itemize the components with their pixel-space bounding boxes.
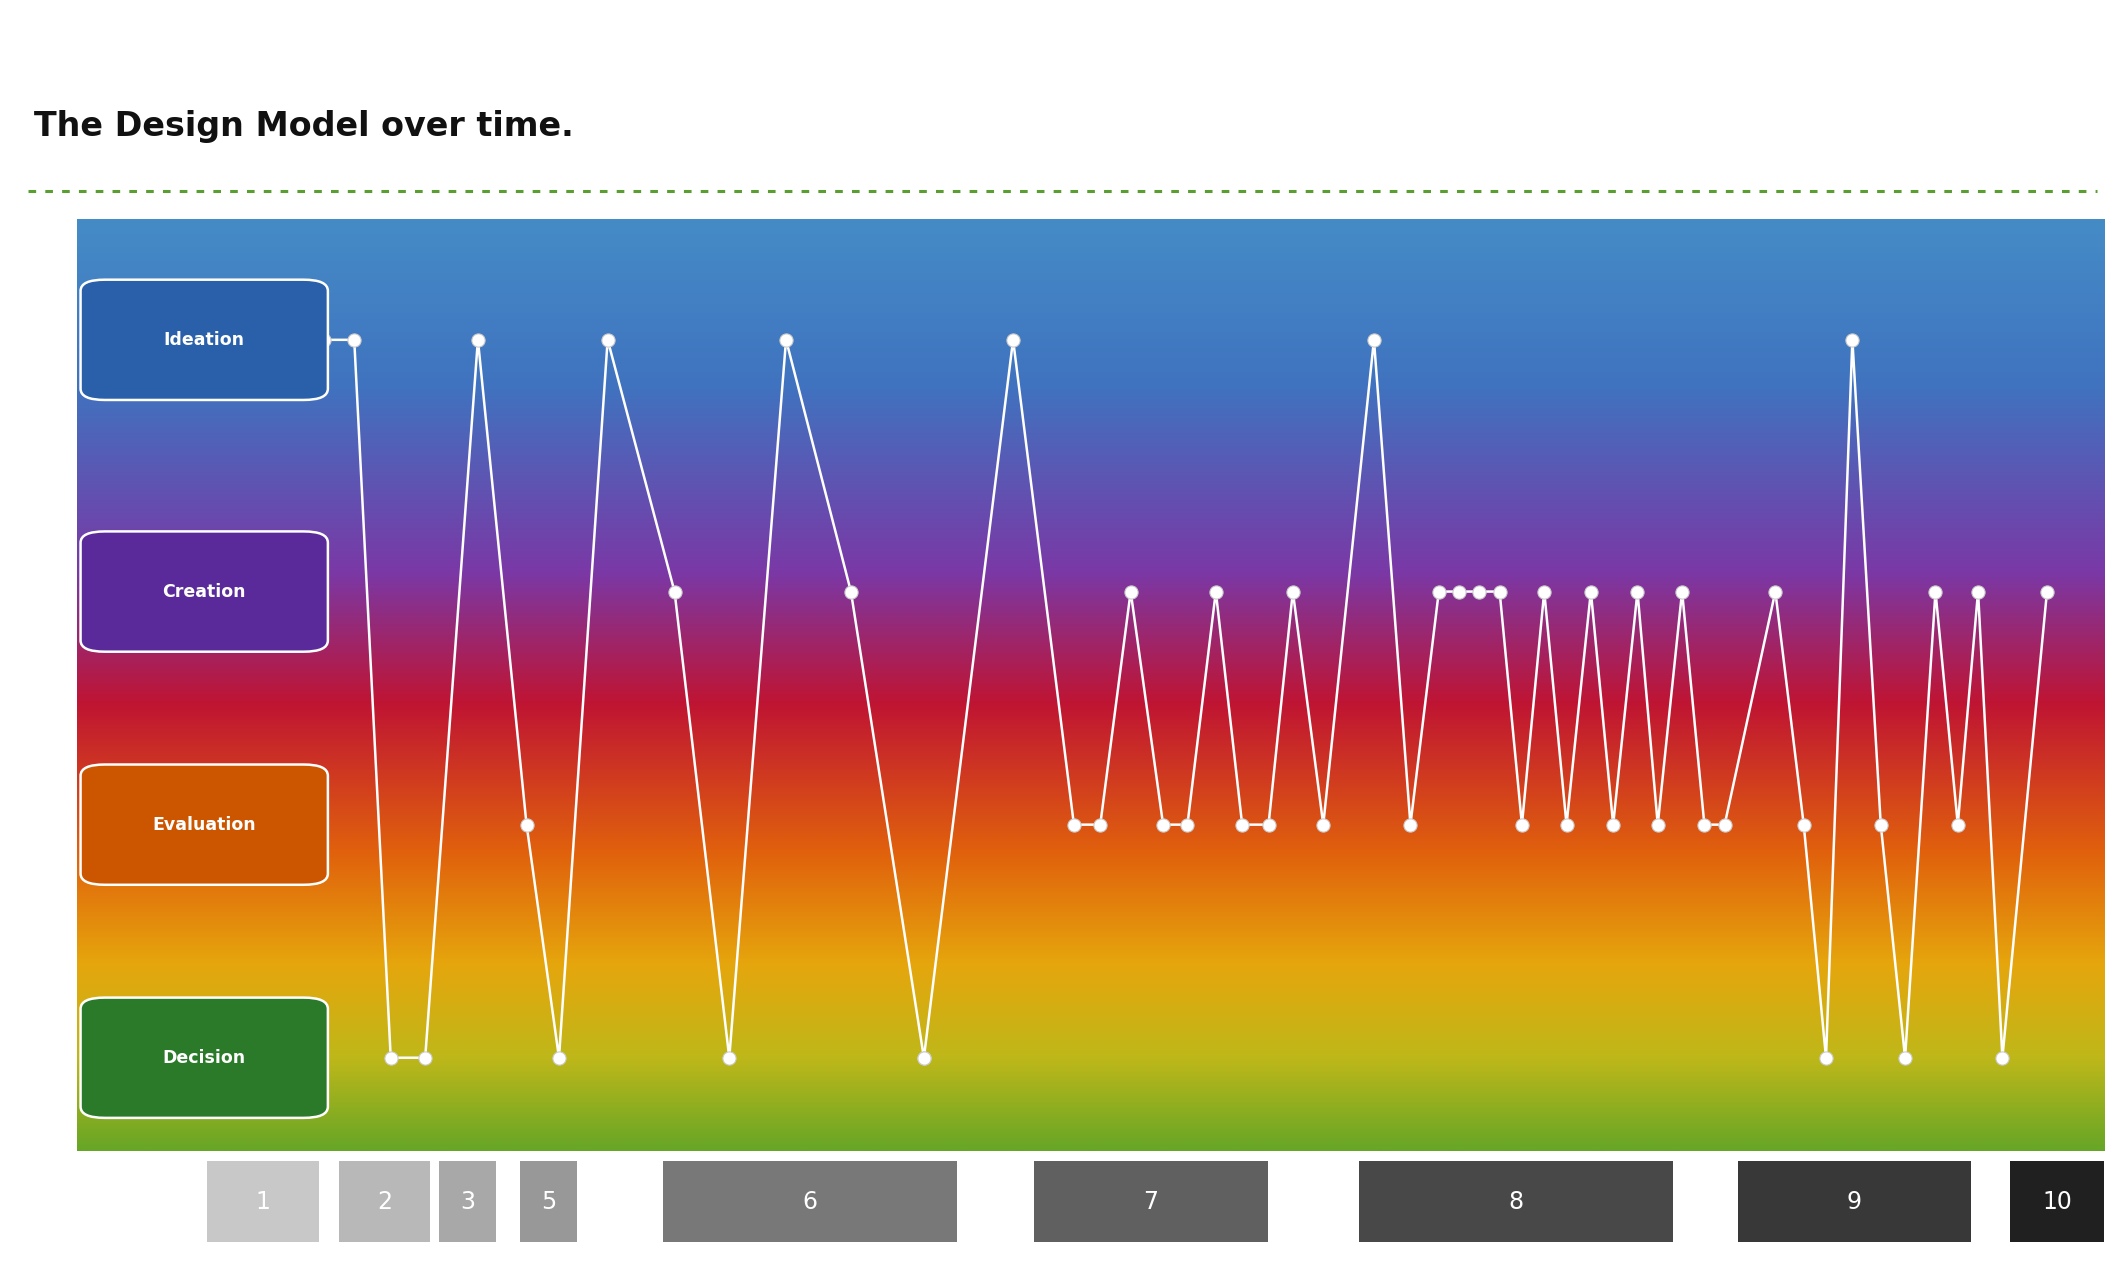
Text: Evaluation: Evaluation: [153, 815, 255, 833]
Point: [591, 329, 625, 350]
Bar: [340, 1161, 429, 1242]
Text: The Design Model over time.: The Design Model over time.: [34, 109, 574, 143]
Point: [1358, 329, 1392, 350]
FancyBboxPatch shape: [81, 279, 327, 400]
Point: [712, 1047, 746, 1067]
Text: Creation: Creation: [162, 583, 246, 601]
Point: [1145, 814, 1179, 835]
Point: [1226, 814, 1260, 835]
Text: 8: 8: [1509, 1190, 1524, 1214]
Point: [246, 329, 280, 350]
Point: [1757, 581, 1791, 602]
Point: [276, 329, 310, 350]
Point: [1708, 814, 1742, 835]
Text: FIGURE 3: FIGURE 3: [34, 39, 164, 63]
Point: [1275, 581, 1309, 602]
Point: [1985, 1047, 2019, 1067]
Point: [907, 1047, 941, 1067]
Bar: [521, 1161, 578, 1242]
Text: 1: 1: [255, 1190, 270, 1214]
FancyBboxPatch shape: [81, 764, 327, 885]
Point: [1483, 581, 1517, 602]
Bar: [2010, 1161, 2104, 1242]
Point: [657, 581, 691, 602]
FancyBboxPatch shape: [81, 531, 327, 652]
Point: [1687, 814, 1721, 835]
Point: [1056, 814, 1090, 835]
Point: [1171, 814, 1205, 835]
Text: 5: 5: [542, 1190, 557, 1214]
Point: [769, 329, 803, 350]
Point: [374, 1047, 408, 1067]
Text: 6: 6: [803, 1190, 818, 1214]
Point: [1575, 581, 1609, 602]
Text: Ideation: Ideation: [164, 331, 244, 349]
Point: [1528, 581, 1562, 602]
Point: [833, 581, 867, 602]
Point: [907, 1047, 941, 1067]
Point: [1836, 329, 1870, 350]
Point: [1252, 814, 1286, 835]
Point: [1198, 581, 1232, 602]
Point: [461, 329, 495, 350]
Point: [542, 1047, 576, 1067]
Point: [1422, 581, 1456, 602]
Point: [1443, 581, 1477, 602]
Point: [997, 329, 1031, 350]
Bar: [1035, 1161, 1266, 1242]
Point: [1787, 814, 1821, 835]
Point: [306, 329, 340, 350]
Bar: [1358, 1161, 1672, 1242]
Bar: [663, 1161, 958, 1242]
Point: [1864, 814, 1898, 835]
Point: [1961, 581, 1995, 602]
Point: [408, 1047, 442, 1067]
Point: [1504, 814, 1538, 835]
Text: 3: 3: [461, 1190, 476, 1214]
Text: 10: 10: [2042, 1190, 2072, 1214]
Text: Decision: Decision: [164, 1049, 246, 1066]
Point: [1666, 581, 1700, 602]
Point: [510, 814, 544, 835]
Point: [2029, 581, 2063, 602]
Text: 9: 9: [1847, 1190, 1862, 1214]
Point: [1462, 581, 1496, 602]
Text: 7: 7: [1143, 1190, 1158, 1214]
Point: [1307, 814, 1341, 835]
Point: [1889, 1047, 1923, 1067]
Point: [1621, 581, 1655, 602]
Point: [1640, 814, 1674, 835]
Point: [1084, 814, 1118, 835]
Bar: [208, 1161, 319, 1242]
Bar: [440, 1161, 495, 1242]
Point: [1549, 814, 1583, 835]
Text: 2: 2: [376, 1190, 393, 1214]
Point: [338, 329, 372, 350]
FancyBboxPatch shape: [81, 998, 327, 1118]
Point: [1919, 581, 1953, 602]
Point: [1940, 814, 1974, 835]
Point: [1596, 814, 1630, 835]
Point: [1394, 814, 1428, 835]
Point: [1114, 581, 1148, 602]
Bar: [1738, 1161, 1972, 1242]
Point: [1808, 1047, 1842, 1067]
